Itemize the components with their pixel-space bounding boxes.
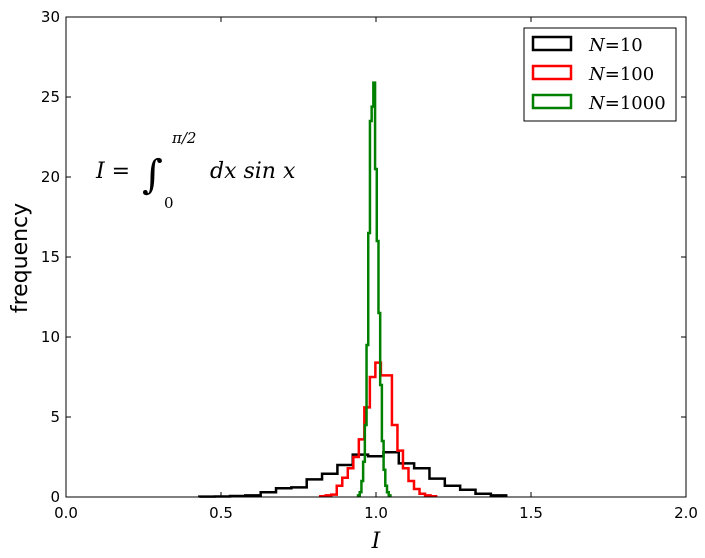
integral-annotation: I = ∫ 0 π/2 dx sin x	[95, 129, 296, 212]
legend-label: N=10	[588, 35, 643, 56]
integral-lhs: I =	[95, 159, 130, 184]
legend-swatch	[531, 93, 573, 110]
integral-integrand: dx sin x	[210, 159, 296, 184]
legend-label: N=100	[588, 64, 654, 85]
legend: N=10 N=100 N=1000	[523, 27, 677, 122]
x-tick-label: 1.5	[519, 504, 543, 522]
y-axis-label: frequency	[8, 203, 33, 313]
y-tick-label: 20	[41, 168, 60, 186]
x-tick-label: 1.0	[364, 504, 388, 522]
ticks-layer: 0.0 0.5 1.0 1.5 2.0 0 5 10 15 20 25 30	[41, 8, 698, 522]
legend-swatch	[531, 64, 573, 81]
y-tick-label: 15	[41, 248, 60, 266]
x-tick-label: 0.0	[54, 504, 78, 522]
series-layer	[198, 81, 508, 498]
integral-upper-limit: π/2	[171, 129, 196, 147]
y-tick-label: 25	[41, 88, 60, 106]
series-1000-histogram	[356, 81, 392, 497]
x-tick-label: 2.0	[674, 504, 698, 522]
y-tick-label: 0	[50, 488, 60, 506]
legend-label: N=1000	[588, 93, 666, 114]
y-tick-label: 5	[50, 408, 60, 426]
series-100-histogram	[318, 361, 438, 498]
x-axis-label: I	[371, 529, 382, 554]
integral-sign: ∫	[142, 152, 163, 198]
x-tick-label: 0.5	[209, 504, 233, 522]
integral-lower-limit: 0	[164, 194, 174, 212]
y-tick-label: 30	[41, 8, 60, 26]
legend-swatch	[531, 35, 573, 52]
y-tick-label: 10	[41, 328, 60, 346]
